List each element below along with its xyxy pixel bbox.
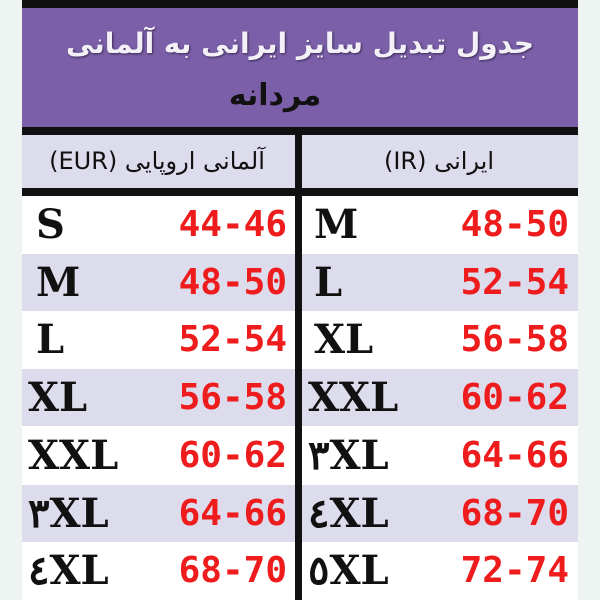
ir-range: 56-58 bbox=[460, 319, 569, 361]
chart-subtitle: مردانه bbox=[228, 78, 322, 113]
table-row: S 44-46 M 48-50 bbox=[22, 196, 578, 253]
header-eur: آلمانی اروپایی (EUR) bbox=[49, 147, 265, 175]
header-ir: ایرانی (IR) bbox=[383, 147, 495, 175]
ir-size: L bbox=[314, 258, 343, 306]
table-row: L 52-54 XL 56-58 bbox=[22, 311, 578, 368]
ir-range: 52-54 bbox=[460, 261, 569, 303]
eur-size: ۳XL bbox=[28, 489, 109, 537]
ir-size: ۳XL bbox=[308, 431, 389, 479]
ir-size: ٥XL bbox=[308, 547, 389, 595]
ir-size: XL bbox=[314, 316, 374, 364]
eur-size: L bbox=[36, 316, 65, 364]
table-row: ٤XL 68-70 ٥XL 72-74 bbox=[22, 542, 578, 599]
divider bbox=[22, 127, 578, 135]
eur-range: 64-66 bbox=[178, 492, 287, 534]
eur-range: 60-62 bbox=[178, 434, 287, 476]
eur-size: XXL bbox=[28, 431, 119, 479]
chart-title: جدول تبدیل سایز ایرانی به آلمانی bbox=[65, 27, 535, 60]
ir-size: XXL bbox=[308, 374, 399, 422]
eur-size: S bbox=[36, 201, 65, 248]
ir-range: 72-74 bbox=[460, 550, 569, 592]
eur-range: 48-50 bbox=[178, 261, 287, 303]
eur-range: 52-54 bbox=[178, 319, 287, 361]
ir-range: 60-62 bbox=[460, 377, 569, 419]
ir-size: ٤XL bbox=[308, 489, 389, 537]
eur-size: ٤XL bbox=[28, 547, 109, 595]
ir-range: 48-50 bbox=[460, 204, 569, 245]
title-band: جدول تبدیل سایز ایرانی به آلمانی مردانه bbox=[22, 8, 578, 127]
column-divider bbox=[295, 135, 302, 600]
eur-range: 44-46 bbox=[178, 204, 287, 245]
eur-range: 68-70 bbox=[178, 550, 287, 592]
eur-size: XL bbox=[28, 374, 88, 422]
ir-range: 68-70 bbox=[460, 492, 569, 534]
table-row: XXL 60-62 ۳XL 64-66 bbox=[22, 427, 578, 484]
ir-size: M bbox=[314, 201, 359, 248]
ir-range: 64-66 bbox=[460, 434, 569, 476]
eur-range: 56-58 bbox=[178, 377, 287, 419]
eur-size: M bbox=[36, 258, 81, 306]
top-border bbox=[22, 0, 578, 8]
